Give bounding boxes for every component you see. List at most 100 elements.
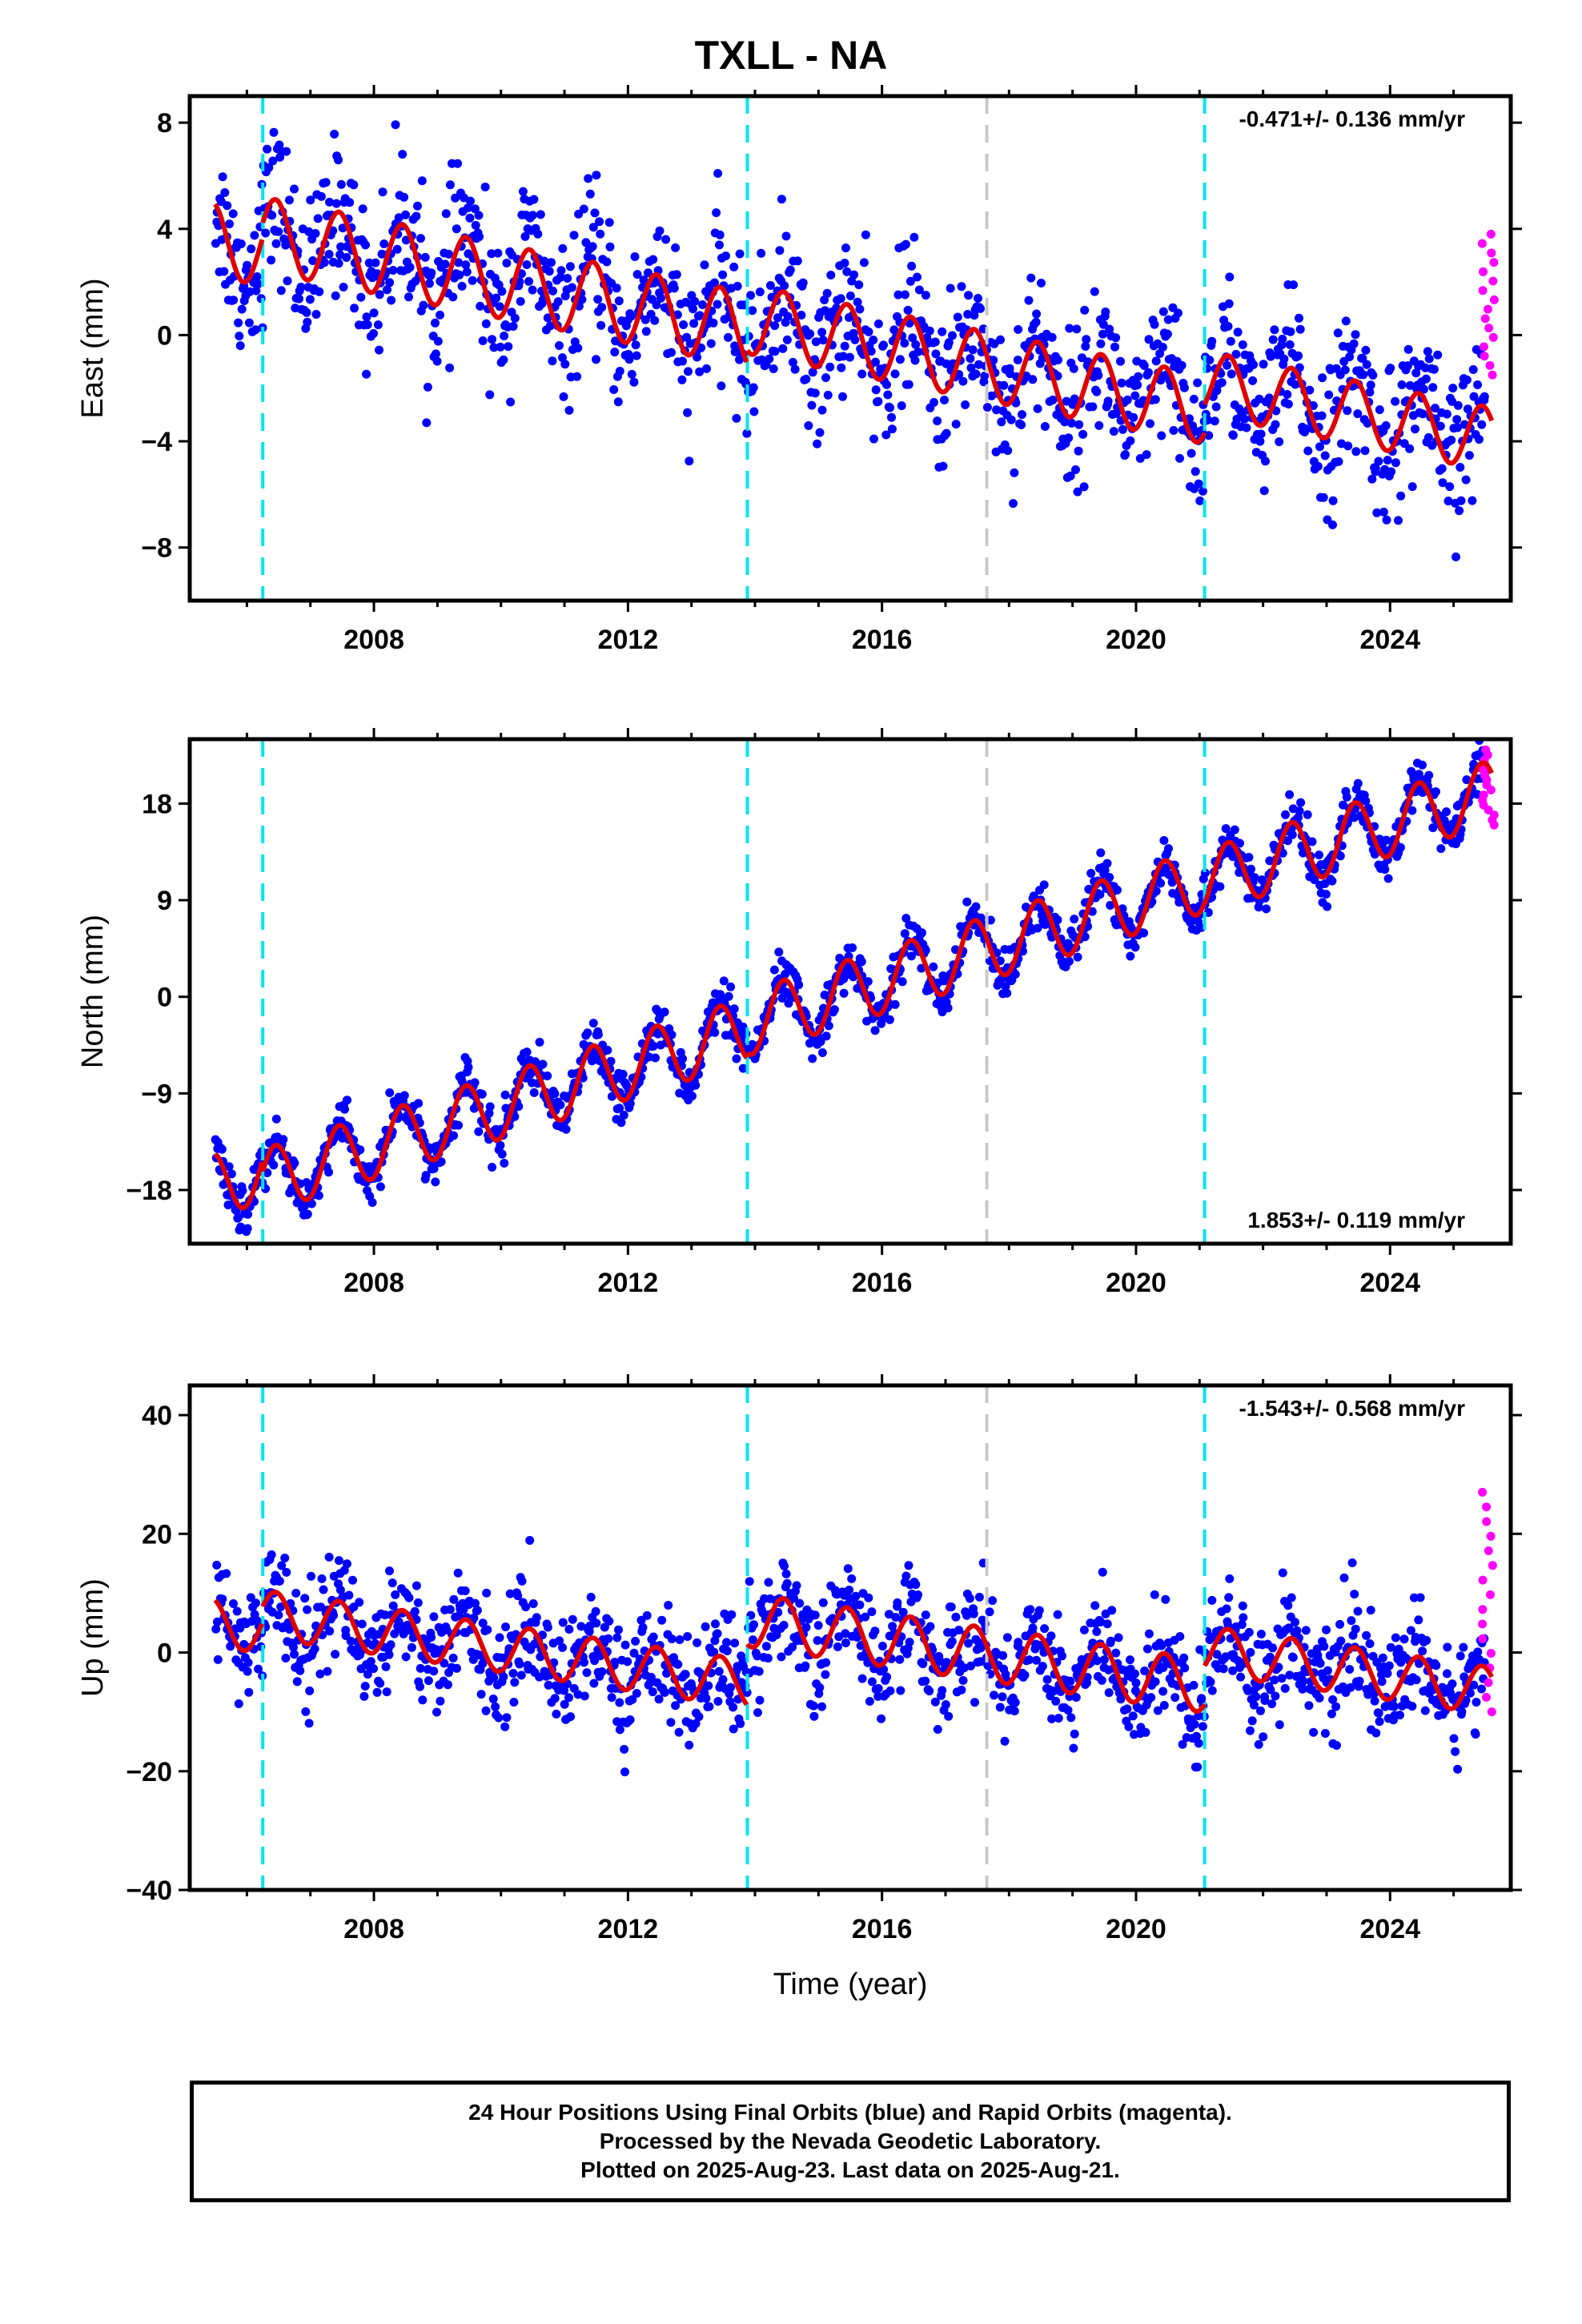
final-orbit-point bbox=[502, 259, 512, 267]
final-orbit-point bbox=[592, 355, 600, 364]
final-orbit-point bbox=[448, 1653, 458, 1663]
rapid-orbit-point bbox=[1485, 360, 1495, 370]
final-orbit-point bbox=[251, 325, 260, 335]
final-orbit-point bbox=[330, 130, 339, 139]
final-orbit-point bbox=[384, 1650, 394, 1659]
final-orbit-point bbox=[363, 320, 372, 329]
final-orbit-point bbox=[1374, 1708, 1383, 1718]
model-fit-line bbox=[1202, 760, 1494, 905]
final-orbit-point bbox=[1328, 520, 1337, 529]
final-orbit-point bbox=[284, 1625, 294, 1634]
final-orbit-point bbox=[1096, 1617, 1106, 1626]
final-orbit-point bbox=[572, 372, 582, 381]
final-orbit-point bbox=[742, 1688, 752, 1697]
final-orbit-point bbox=[1296, 798, 1306, 807]
final-orbit-point bbox=[418, 1695, 428, 1705]
final-orbit-point bbox=[443, 1680, 452, 1690]
final-orbit-point bbox=[585, 189, 595, 199]
final-orbit-point bbox=[1193, 378, 1203, 388]
final-orbit-point bbox=[795, 1598, 805, 1608]
final-orbit-point bbox=[543, 1622, 552, 1632]
rapid-orbit-point bbox=[1486, 1649, 1496, 1658]
final-orbit-point bbox=[986, 915, 995, 925]
final-orbit-point bbox=[1192, 1731, 1201, 1741]
final-orbit-point bbox=[518, 187, 528, 196]
final-orbit-point bbox=[588, 1019, 598, 1028]
final-orbit-point bbox=[838, 392, 847, 401]
final-orbit-point bbox=[1168, 303, 1178, 312]
final-orbit-point bbox=[1268, 1643, 1278, 1653]
final-orbit-point bbox=[1456, 1651, 1465, 1661]
final-orbit-point bbox=[427, 268, 436, 278]
final-orbit-point bbox=[705, 1702, 714, 1711]
final-orbit-point bbox=[555, 1636, 564, 1646]
final-orbit-point bbox=[1261, 456, 1270, 466]
final-orbit-point bbox=[970, 1698, 979, 1707]
final-orbit-point bbox=[1180, 1663, 1190, 1673]
final-orbit-point bbox=[1142, 450, 1151, 460]
final-orbit-point bbox=[589, 1679, 599, 1688]
final-orbit-point bbox=[500, 1722, 510, 1731]
rapid-orbit-point bbox=[1484, 1546, 1493, 1555]
final-orbit-point bbox=[1130, 1669, 1139, 1679]
rapid-orbit-point bbox=[1484, 304, 1492, 314]
final-orbit-point bbox=[445, 180, 455, 190]
final-orbit-point bbox=[1278, 334, 1287, 344]
final-orbit-point bbox=[1347, 1616, 1356, 1626]
final-orbit-point bbox=[487, 249, 496, 259]
final-orbit-point bbox=[1295, 313, 1303, 323]
final-orbit-point bbox=[1475, 435, 1484, 444]
y-tick-label: 0 bbox=[157, 1638, 172, 1669]
final-orbit-point bbox=[615, 367, 624, 376]
final-orbit-point bbox=[1014, 1638, 1023, 1647]
final-orbit-point bbox=[544, 267, 554, 276]
final-orbit-point bbox=[1073, 952, 1082, 962]
final-orbit-point bbox=[521, 1602, 531, 1612]
final-orbit-point bbox=[873, 1683, 883, 1693]
final-orbit-point bbox=[429, 1164, 439, 1173]
final-orbit-point bbox=[781, 969, 790, 979]
final-orbit-point bbox=[1113, 885, 1122, 895]
final-orbit-point bbox=[871, 385, 881, 395]
final-orbit-point bbox=[1465, 1688, 1475, 1698]
final-orbit-point bbox=[528, 1599, 538, 1608]
final-orbit-point bbox=[1158, 343, 1167, 352]
final-orbit-point bbox=[887, 412, 896, 422]
final-orbit-point bbox=[774, 947, 784, 957]
x-tick-label: 2016 bbox=[852, 1914, 913, 1944]
final-orbit-point bbox=[414, 1099, 424, 1108]
x-tick-label: 2012 bbox=[598, 625, 659, 655]
final-orbit-point bbox=[1031, 317, 1041, 327]
y-axis-label: North (mm) bbox=[76, 915, 110, 1068]
caption-line-2: Processed by the Nevada Geodetic Laborat… bbox=[599, 2129, 1102, 2153]
final-orbit-point bbox=[1020, 1671, 1030, 1680]
final-orbit-point bbox=[555, 341, 564, 350]
final-orbit-point bbox=[349, 180, 359, 190]
final-orbit-point bbox=[966, 1661, 975, 1671]
final-orbit-point bbox=[1003, 446, 1013, 456]
final-orbit-point bbox=[821, 1670, 830, 1679]
final-orbit-point bbox=[817, 1048, 827, 1057]
final-orbit-point bbox=[1094, 420, 1104, 430]
final-orbit-point bbox=[1377, 1677, 1387, 1687]
final-orbit-point bbox=[849, 972, 858, 982]
final-orbit-point bbox=[1066, 1713, 1076, 1723]
final-orbit-point bbox=[453, 159, 463, 168]
final-orbit-point bbox=[1141, 1727, 1150, 1737]
final-orbit-point bbox=[1256, 1706, 1265, 1715]
final-orbit-point bbox=[560, 1686, 569, 1695]
final-orbit-point bbox=[1274, 1663, 1283, 1672]
final-orbit-point bbox=[1291, 380, 1300, 389]
final-orbit-point bbox=[808, 1054, 817, 1063]
final-orbit-point bbox=[1179, 383, 1189, 392]
final-orbit-point bbox=[508, 322, 518, 331]
final-orbit-point bbox=[1251, 1692, 1261, 1702]
final-orbit-point bbox=[413, 201, 422, 211]
final-orbit-point bbox=[510, 313, 520, 323]
final-orbit-point bbox=[375, 1679, 385, 1688]
final-orbit-point bbox=[801, 374, 811, 384]
final-orbit-point bbox=[648, 1687, 657, 1697]
final-orbit-point bbox=[544, 1680, 553, 1690]
final-orbit-point bbox=[1225, 1574, 1235, 1583]
x-tick-label: 2012 bbox=[598, 1914, 659, 1944]
